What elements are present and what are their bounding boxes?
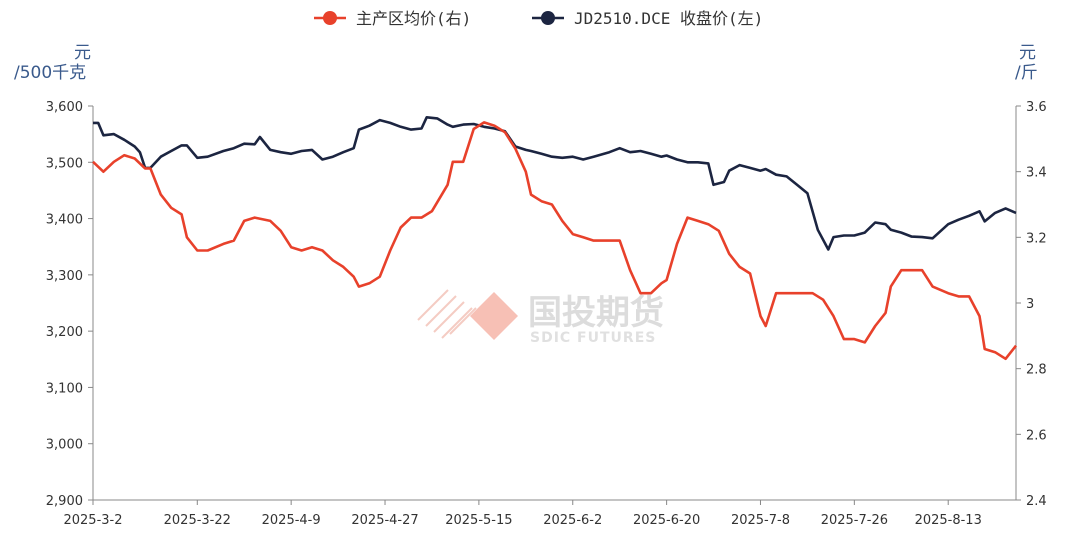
right-tick-label: 3.4 — [1026, 166, 1047, 181]
left-axis-ticks: 2,900 3,000 3,100 3,200 3,300 3,400 3,500 3,600 — [46, 100, 93, 509]
x-tick-label: 2025-8-13 — [915, 513, 982, 528]
right-tick-label: 3.2 — [1026, 231, 1047, 246]
svg-text:国投期货: 国投期货 — [528, 293, 664, 333]
right-tick-label: 3 — [1026, 297, 1034, 312]
legend-label-avg-price: 主产区均价(右) — [356, 9, 471, 28]
x-tick-label: 2025-4-27 — [351, 513, 418, 528]
legend-label-futures: JD2510.DCE 收盘价(左) — [574, 9, 763, 28]
legend: 主产区均价(右) JD2510.DCE 收盘价(左) — [314, 9, 763, 28]
x-tick-label: 2025-7-26 — [821, 513, 888, 528]
right-tick-label: 2.4 — [1026, 494, 1047, 509]
x-tick-label: 2025-3-2 — [63, 513, 122, 528]
left-unit-label-bottom: /500千克 — [14, 63, 86, 83]
right-tick-label: 2.6 — [1026, 428, 1047, 443]
watermark-logo: 国投期货 SDIC FUTURES — [417, 289, 664, 346]
left-tick-label: 3,000 — [46, 438, 83, 453]
right-tick-label: 2.8 — [1026, 363, 1047, 378]
x-tick-label: 2025-4-9 — [262, 513, 321, 528]
x-tick-label: 2025-5-15 — [445, 513, 512, 528]
x-tick-label: 2025-7-8 — [731, 513, 790, 528]
left-tick-label: 3,400 — [46, 213, 83, 228]
series-line-avg-price — [92, 121, 1018, 361]
logo-stripes-icon — [417, 289, 477, 339]
right-unit-label-top: 元 — [1019, 43, 1036, 63]
right-unit-label-bottom: /斤 — [1015, 63, 1038, 83]
series-line-futures — [93, 116, 1017, 251]
left-tick-label: 3,100 — [46, 381, 83, 396]
right-tick-label: 3.6 — [1026, 100, 1047, 115]
x-axis-ticks: 2025-3-2 2025-3-22 2025-4-9 2025-4-27 2025-5… — [63, 500, 982, 528]
svg-text:SDIC FUTURES: SDIC FUTURES — [530, 330, 656, 346]
legend-marker-avg-price — [323, 11, 337, 25]
left-unit-label-top: 元 — [74, 43, 91, 63]
left-tick-label: 3,600 — [46, 100, 83, 115]
left-tick-label: 3,300 — [46, 269, 83, 284]
left-tick-label: 2,900 — [46, 494, 83, 509]
x-tick-label: 2025-3-22 — [164, 513, 231, 528]
right-axis-ticks: 2.4 2.6 2.8 3 3.2 3.4 3.6 — [1016, 100, 1047, 509]
x-tick-label: 2025-6-2 — [543, 513, 602, 528]
legend-marker-futures — [541, 11, 555, 25]
left-tick-label: 3,500 — [46, 156, 83, 171]
x-tick-label: 2025-6-20 — [633, 513, 700, 528]
left-tick-label: 3,200 — [46, 325, 83, 340]
logo-diamond-icon — [470, 292, 518, 340]
